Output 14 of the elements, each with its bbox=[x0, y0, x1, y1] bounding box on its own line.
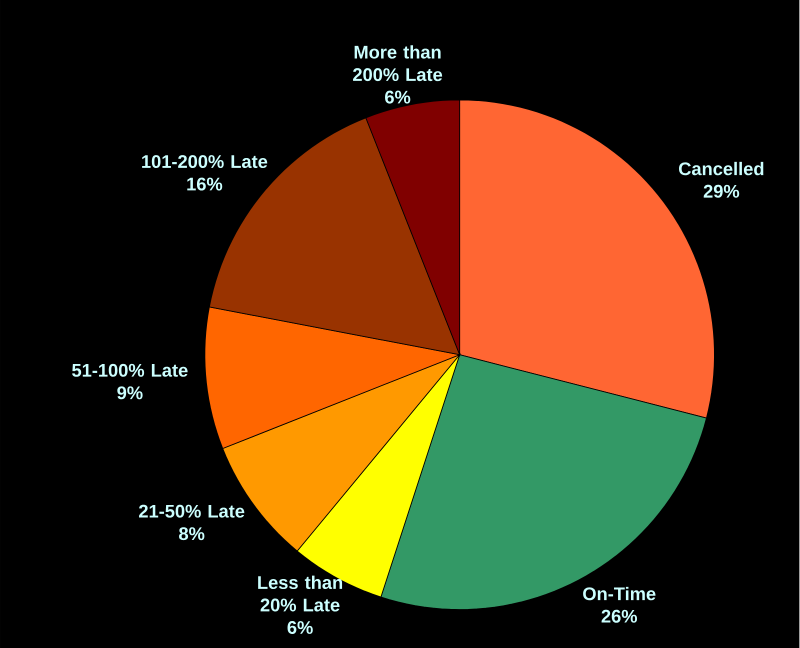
slice-label: 21-50% Late bbox=[139, 504, 244, 518]
slice-label: Less than 20% Late bbox=[258, 575, 342, 612]
data-label: 6% bbox=[288, 620, 313, 634]
data-label: 6% bbox=[385, 90, 410, 104]
slice-label: 51-100% Late bbox=[72, 364, 188, 377]
data-label: 26% bbox=[602, 610, 638, 622]
slice-label: 101-200% Late bbox=[142, 154, 268, 168]
data-label: 16% bbox=[187, 177, 222, 190]
slice-label: Cancelled bbox=[678, 162, 764, 176]
slice-label: More than 200% Late bbox=[353, 44, 442, 81]
slice-label: On-Time bbox=[583, 586, 656, 600]
data-label: 9% bbox=[117, 386, 143, 400]
data-label: 8% bbox=[179, 526, 204, 540]
data-label: 29% bbox=[704, 184, 740, 198]
